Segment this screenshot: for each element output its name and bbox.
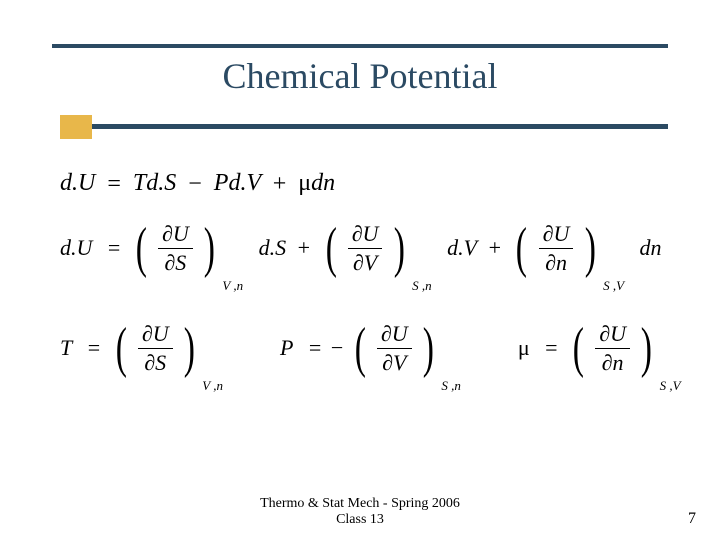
eq2-term3: ( ∂U ∂n ) bbox=[512, 220, 599, 276]
mid-rule bbox=[92, 124, 668, 129]
accent-block bbox=[60, 115, 92, 139]
eq2-p3-post: dn bbox=[640, 235, 662, 261]
eq3-P-eq: = bbox=[309, 335, 321, 361]
eq2-term2: ( ∂U ∂V ) bbox=[322, 220, 409, 276]
eq3-T-eq: = bbox=[88, 335, 100, 361]
eq2-p3-num: ∂U bbox=[539, 221, 574, 247]
eq1-mu: μ bbox=[298, 170, 311, 196]
equation-1: d.U = Td.S − Pd.V + μdn bbox=[60, 170, 335, 198]
top-rule bbox=[52, 44, 668, 48]
footer-line1: Thermo & Stat Mech - Spring 2006 bbox=[0, 496, 720, 512]
eq3-T-sub: V ,n bbox=[202, 378, 223, 394]
eq3-mu-num: ∂U bbox=[595, 321, 630, 347]
eq2-p1-sub: V ,n bbox=[222, 278, 243, 294]
eq3-T-num: ∂U bbox=[138, 321, 173, 347]
eq3-P-paren: ( ∂U ∂V ) bbox=[351, 320, 438, 376]
eq3-mu-sub: S ,V bbox=[660, 378, 681, 394]
eq3-mu-paren: ( ∂U ∂n ) bbox=[569, 320, 656, 376]
equation-2: d.U = ( ∂U ∂S ) V ,n d.S + ( ∂U ∂V ) S ,… bbox=[60, 220, 700, 276]
eq2-eq: = bbox=[108, 235, 120, 261]
equations: d.U = Td.S − Pd.V + μdn d.U = ( ∂U ∂S ) … bbox=[60, 160, 680, 450]
eq2-p3-sub: S ,V bbox=[603, 278, 624, 294]
eq2-p3-den: ∂n bbox=[539, 250, 574, 276]
eq3-T-paren: ( ∂U ∂S ) bbox=[112, 320, 199, 376]
eq1-plus: + bbox=[273, 171, 287, 198]
eq2-p2-post: d.V bbox=[447, 235, 477, 261]
eq1-lhs: d.U bbox=[60, 170, 95, 196]
eq2-p2-num: ∂U bbox=[348, 221, 383, 247]
eq2-plus1: + bbox=[298, 235, 310, 261]
eq3-P-neg: − bbox=[331, 335, 343, 361]
eq3-P-num: ∂U bbox=[377, 321, 412, 347]
eq2-p2-sub: S ,n bbox=[412, 278, 432, 294]
eq3-mu-lhs: μ bbox=[518, 335, 530, 361]
eq3-P-sub: S ,n bbox=[441, 378, 461, 394]
eq3-mu-eq: = bbox=[545, 335, 557, 361]
page-number: 7 bbox=[688, 510, 696, 528]
eq2-p1-post: d.S bbox=[259, 235, 287, 261]
eq2-p2-den: ∂V bbox=[348, 250, 383, 276]
eq3-P-den: ∂V bbox=[377, 350, 412, 376]
equation-3: T = ( ∂U ∂S ) V ,n P = − ( ∂U ∂V ) S ,n bbox=[60, 320, 700, 376]
footer-line2: Class 13 bbox=[0, 512, 720, 528]
eq1-equals: = bbox=[107, 171, 121, 198]
eq3-T-lhs: T bbox=[60, 335, 72, 361]
eq3-T-den: ∂S bbox=[138, 350, 173, 376]
slide-title: Chemical Potential bbox=[0, 55, 720, 97]
eq1-t1: Td.S bbox=[133, 170, 176, 196]
eq2-p1-num: ∂U bbox=[158, 221, 193, 247]
eq1-t3: dn bbox=[311, 170, 335, 196]
eq2-lhs: d.U bbox=[60, 235, 92, 261]
eq2-plus2: + bbox=[489, 235, 501, 261]
eq1-t2: Pd.V bbox=[214, 170, 261, 196]
eq1-minus: − bbox=[188, 171, 202, 198]
eq3-mu-den: ∂n bbox=[595, 350, 630, 376]
eq2-p1-den: ∂S bbox=[158, 250, 193, 276]
eq2-term1: ( ∂U ∂S ) bbox=[132, 220, 219, 276]
eq3-P-lhs: P bbox=[280, 335, 293, 361]
footer: Thermo & Stat Mech - Spring 2006 Class 1… bbox=[0, 496, 720, 528]
